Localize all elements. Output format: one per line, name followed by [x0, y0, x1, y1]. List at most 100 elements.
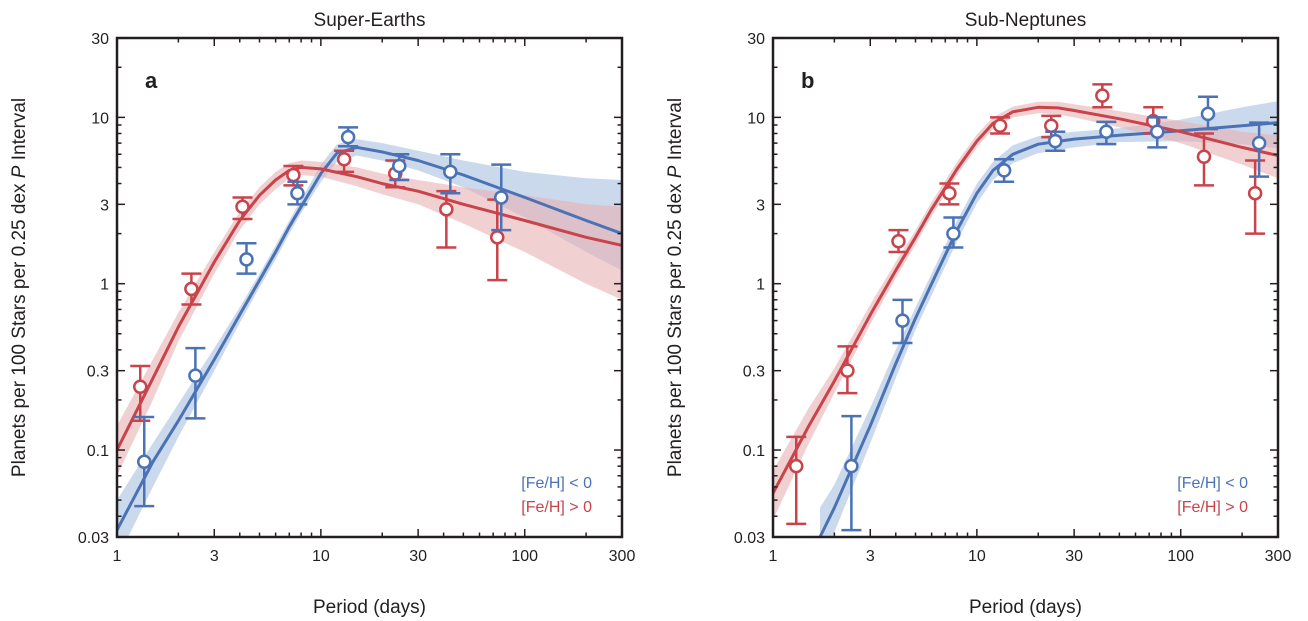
- data-point-series-1-1: [181, 272, 202, 306]
- data-marker: [946, 226, 961, 241]
- panel-label: a: [145, 68, 158, 93]
- data-marker: [1044, 118, 1059, 134]
- y-tick-label: 1: [756, 277, 765, 294]
- x-tick-label: 100: [511, 548, 538, 565]
- data-marker: [1150, 124, 1165, 139]
- y-tick-label: 10: [91, 110, 109, 127]
- panel-b: 1 3 10 30 100 300 0.03 0.1 0.3 1 3 10 30 Sub-Neptunes…: [665, 10, 1291, 618]
- data-point-series-0-0: [134, 415, 155, 508]
- data-point-series-0-1: [185, 346, 206, 420]
- fit-curve-series-1: [117, 165, 622, 451]
- data-point-series-0-2: [943, 216, 964, 249]
- y-tick-label: 0.03: [734, 530, 765, 547]
- data-marker: [490, 230, 505, 245]
- data-point-series-0-1: [892, 298, 913, 345]
- data-marker: [136, 454, 152, 470]
- plot-area: [117, 139, 622, 537]
- data-point-series-0-3: [994, 157, 1015, 184]
- y-tick-label: 0.3: [743, 364, 765, 381]
- data-marker: [239, 252, 254, 267]
- plot-frame: [115, 36, 624, 539]
- data-marker: [290, 185, 305, 201]
- data-point-series-1-1: [837, 345, 858, 395]
- data-marker: [1048, 133, 1063, 149]
- data-point-series-0-8: [1249, 121, 1270, 178]
- data-marker: [340, 129, 356, 145]
- y-tick-label: 0.3: [87, 364, 109, 381]
- x-tick-label: 3: [866, 548, 875, 565]
- data-marker: [1095, 88, 1110, 103]
- data-point-series-0-7: [1197, 95, 1218, 131]
- data-marker: [184, 281, 199, 297]
- y-tick-label: 10: [747, 110, 765, 127]
- data-point-series-0-4: [1045, 130, 1066, 152]
- data-marker: [1196, 149, 1212, 164]
- y-tick-label: 30: [747, 31, 765, 48]
- data-point-series-0-2: [236, 242, 257, 275]
- data-point-series-0-6: [440, 153, 461, 195]
- data-marker: [443, 164, 458, 180]
- legend-entry-series-0: [Fe/H] < 0: [1177, 475, 1248, 492]
- data-marker: [844, 458, 859, 474]
- chart-title: Sub-Neptunes: [965, 10, 1086, 31]
- data-marker: [788, 458, 804, 474]
- data-marker: [840, 363, 855, 378]
- x-axis-label: Period (days): [969, 597, 1082, 618]
- data-marker: [895, 313, 910, 328]
- plot-frame: [771, 36, 1280, 539]
- data-point-series-0-5: [1096, 120, 1117, 146]
- data-marker: [188, 368, 203, 383]
- data-point-series-1-9: [1245, 159, 1266, 235]
- y-tick-label: 0.1: [743, 443, 765, 460]
- data-marker: [336, 151, 352, 167]
- data-point-series-0-7: [491, 163, 512, 232]
- x-tick-label: 10: [968, 548, 986, 565]
- y-axis-label: Planets per 100 Stars per 0.25 dex P Int…: [9, 98, 30, 477]
- data-point-series-0-6: [1147, 116, 1168, 149]
- x-tick-label: 100: [1167, 548, 1194, 565]
- x-axis-label: Period (days): [313, 597, 426, 618]
- legend-entry-series-1: [Fe/H] > 0: [1177, 499, 1248, 516]
- data-point-series-1-3: [939, 182, 960, 206]
- data-marker: [1099, 124, 1114, 139]
- data-point-series-0-5: [389, 153, 410, 182]
- data-point-series-0-3: [287, 180, 308, 206]
- panel-a: 1 3 10 30 100 300 0.03 0.1 0.3 1 3 10 30 Super-Earths…: [9, 10, 635, 618]
- y-tick-label: 3: [756, 197, 765, 214]
- y-tick-label: 1: [100, 277, 109, 294]
- data-marker: [1200, 106, 1216, 122]
- data-point-series-1-0: [786, 435, 807, 526]
- data-marker: [439, 202, 454, 217]
- x-tick-label: 3: [210, 548, 219, 565]
- x-tick-label: 10: [312, 548, 330, 565]
- x-tick-label: 300: [609, 548, 636, 565]
- data-point-series-1-4: [990, 116, 1011, 135]
- confidence-band-series-0: [820, 101, 1278, 537]
- data-marker: [286, 167, 301, 183]
- fit-curve-series-1: [773, 105, 1278, 494]
- data-point-series-1-2: [232, 196, 253, 221]
- x-tick-label: 30: [409, 548, 427, 565]
- data-marker: [132, 379, 148, 395]
- y-tick-label: 0.03: [78, 530, 109, 547]
- data-point-series-0-4: [338, 126, 359, 148]
- legend-entry-series-1: [Fe/H] > 0: [521, 499, 592, 516]
- y-tick-label: 30: [91, 31, 109, 48]
- panel-label: b: [801, 68, 814, 93]
- confidence-band-series-0: [117, 139, 622, 537]
- plot-area: [773, 101, 1278, 537]
- data-marker: [235, 199, 250, 215]
- fit-curve-series-0: [117, 145, 622, 531]
- data-marker: [1251, 135, 1267, 151]
- y-tick-label: 3: [100, 197, 109, 214]
- chart-title: Super-Earths: [314, 10, 426, 31]
- confidence-band-series-1: [117, 160, 622, 476]
- y-tick-label: 0.1: [87, 443, 109, 460]
- data-point-series-1-8: [1193, 132, 1214, 187]
- x-tick-label: 1: [769, 548, 778, 565]
- data-marker: [392, 158, 407, 174]
- data-marker: [992, 118, 1008, 134]
- legend-entry-series-0: [Fe/H] < 0: [521, 475, 592, 492]
- data-point-series-1-0: [130, 364, 151, 422]
